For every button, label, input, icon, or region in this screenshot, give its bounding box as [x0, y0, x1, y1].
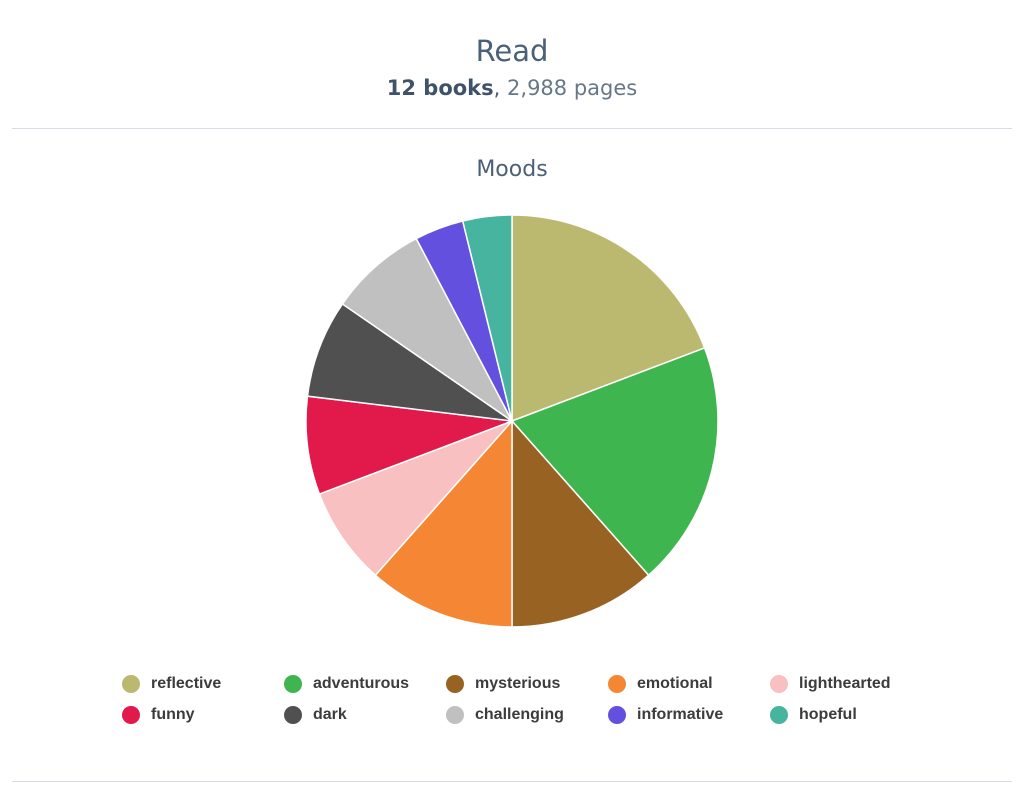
chart-title: Moods — [476, 157, 548, 182]
legend-swatch — [284, 706, 302, 724]
summary-separator: , — [493, 76, 501, 100]
pie-slice-lighthearted[interactable] — [318, 420, 513, 577]
legend-item-dark[interactable]: dark — [284, 703, 347, 727]
legend-label: hopeful — [799, 706, 857, 723]
legend-item-reflective[interactable]: reflective — [122, 672, 221, 696]
legend-swatch — [770, 706, 788, 724]
legend-item-funny[interactable]: funny — [122, 703, 195, 727]
legend-label: challenging — [475, 706, 564, 723]
legend-swatch — [122, 675, 140, 693]
pie-slice-hopeful[interactable] — [461, 214, 513, 422]
legend-item-lighthearted[interactable]: lighthearted — [770, 672, 891, 696]
legend-item-emotional[interactable]: emotional — [608, 672, 713, 696]
legend-swatch — [770, 675, 788, 693]
legend-label: reflective — [151, 675, 222, 692]
bottom-divider — [12, 781, 1012, 782]
pie-slice-challenging[interactable] — [341, 237, 513, 422]
pie-slice-funny[interactable] — [305, 395, 513, 496]
legend-label: lighthearted — [799, 675, 891, 692]
pie-slice-mysterious[interactable] — [511, 419, 650, 628]
legend-swatch — [446, 675, 464, 693]
legend-label: dark — [313, 706, 347, 723]
pie-slice-reflective[interactable] — [511, 214, 706, 423]
legend-label: funny — [151, 706, 195, 723]
legend-label: mysterious — [475, 675, 561, 692]
legend-item-challenging[interactable]: challenging — [446, 703, 564, 727]
pie-slice-dark[interactable] — [306, 302, 513, 422]
legend-swatch — [608, 706, 626, 724]
legend-label: emotional — [637, 675, 713, 692]
legend-swatch — [284, 675, 302, 693]
legend-label: informative — [637, 706, 724, 723]
top-divider — [12, 128, 1012, 129]
pie-slice-emotional[interactable] — [374, 419, 513, 628]
pie-slice-adventurous[interactable] — [510, 346, 719, 577]
legend-label: adventurous — [313, 675, 410, 692]
pages-count: 2,988 pages — [507, 76, 638, 100]
legend-swatch — [122, 706, 140, 724]
legend-item-hopeful[interactable]: hopeful — [770, 703, 857, 727]
legend-swatch — [446, 706, 464, 724]
legend-swatch — [608, 675, 626, 693]
section-title: Read — [475, 34, 549, 68]
legend-item-informative[interactable]: informative — [608, 703, 723, 727]
books-count: 12 books — [386, 76, 494, 100]
legend-item-mysterious[interactable]: mysterious — [446, 672, 560, 696]
legend-item-adventurous[interactable]: adventurous — [284, 672, 409, 696]
reading-summary: 12 books, 2,988 pages — [0, 76, 1024, 100]
